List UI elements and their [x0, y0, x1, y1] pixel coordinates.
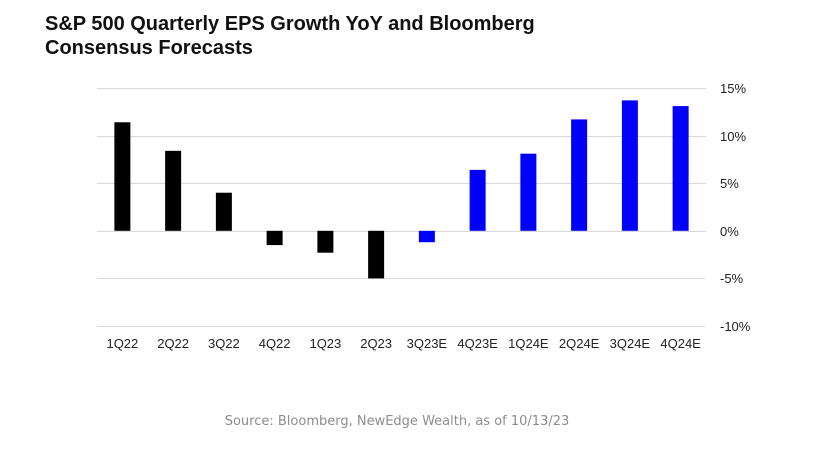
chart-title-line-1: S&P 500 Quarterly EPS Growth YoY and Blo… — [45, 13, 535, 35]
y-tick-label: -5% — [720, 271, 744, 286]
y-tick-label: 0% — [720, 224, 739, 239]
bars — [114, 100, 689, 279]
y-tick-label: 10% — [720, 129, 746, 144]
bar-3q22 — [215, 192, 232, 231]
bar-1q23 — [317, 230, 334, 253]
y-tick-label: -10% — [720, 319, 751, 334]
chart-title-line-2: Consensus Forecasts — [45, 37, 253, 59]
gridlines — [97, 88, 706, 327]
x-tick-label: 1Q24E — [508, 336, 549, 351]
x-tick-label: 2Q23 — [360, 336, 392, 351]
x-tick-label: 2Q22 — [157, 336, 189, 351]
bar-2q24e — [571, 119, 588, 231]
x-tick-label: 3Q23E — [407, 336, 448, 351]
bar-4q22 — [266, 230, 283, 246]
x-tick-label: 1Q23 — [309, 336, 341, 351]
y-tick-label: 15% — [720, 81, 746, 96]
x-tick-label: 4Q24E — [660, 336, 701, 351]
x-tick-label: 1Q22 — [106, 336, 138, 351]
bar-3q24e — [621, 100, 638, 231]
bar-4q23e — [469, 169, 486, 231]
x-tick-label: 4Q22 — [259, 336, 291, 351]
source-note: Source: Bloomberg, NewEdge Wealth, as of… — [224, 414, 570, 429]
x-tick-label: 3Q24E — [610, 336, 651, 351]
bar-3q23e — [418, 230, 435, 243]
y-axis-labels: 15% 10% 5% 0% -5% -10% — [720, 81, 751, 334]
bar-4q24e — [672, 106, 689, 231]
bar-1q22 — [114, 122, 131, 231]
bar-2q23 — [368, 230, 385, 279]
x-tick-label: 2Q24E — [559, 336, 600, 351]
x-tick-label: 3Q22 — [208, 336, 240, 351]
chart-title: S&P 500 Quarterly EPS Growth YoY and Blo… — [45, 12, 645, 60]
x-axis-labels: 1Q22 2Q22 3Q22 4Q22 1Q23 2Q23 3Q23E 4Q23E 1Q24E 2… — [106, 336, 701, 351]
bar-2q22 — [165, 150, 182, 231]
y-tick-label: 5% — [720, 176, 739, 191]
x-tick-label: 4Q23E — [457, 336, 498, 351]
bar-1q24e — [520, 153, 537, 231]
